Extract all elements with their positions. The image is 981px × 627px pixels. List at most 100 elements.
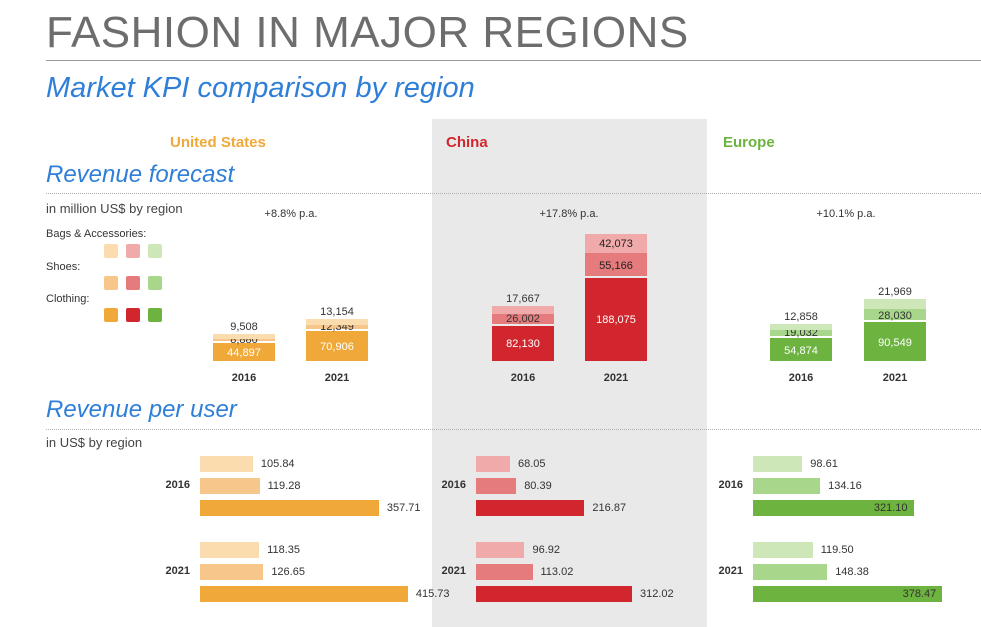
per-user-value-china-2021-clothing: 312.02 bbox=[640, 588, 674, 600]
forecast-value-china-2016-bags: 17,667 bbox=[506, 293, 540, 306]
per-user-value-china-2016-bags: 68.05 bbox=[518, 458, 546, 470]
per-user-value-europe-2016-clothing: 321.10 bbox=[873, 502, 908, 514]
forecast-value-china-2016-clothing: 82,130 bbox=[506, 338, 540, 351]
per-user-bar-us-2021-clothing bbox=[200, 586, 408, 602]
forecast-bar-china-2016-clothing bbox=[492, 325, 554, 361]
forecast-bar-europe-2016-clothing bbox=[770, 338, 832, 361]
per-user-value-china-2021-bags: 96.92 bbox=[532, 544, 560, 556]
section-title-revenue-per-user: Revenue per user bbox=[46, 396, 237, 423]
forecast-value-china-2021-clothing: 188,075 bbox=[596, 314, 636, 327]
per-user-value-china-2016-clothing: 216.87 bbox=[592, 502, 627, 514]
forecast-value-europe-2016-shoes: 19,032 bbox=[784, 326, 818, 339]
forecast-unit-label: in million US$ by region bbox=[46, 201, 183, 216]
forecast-bar-europe-2021-shoes bbox=[864, 309, 926, 321]
legend-swatch-china-shoes bbox=[126, 276, 140, 290]
forecast-bar-us-2021-bags bbox=[306, 319, 368, 326]
legend-label-shoes: Shoes: bbox=[46, 261, 81, 273]
forecast-bar-europe-2021-bags bbox=[864, 299, 926, 310]
growth-label-us: +8.8% p.a. bbox=[264, 208, 318, 220]
forecast-bar-us-2021-clothing bbox=[306, 330, 368, 361]
growth-label-china: +17.8% p.a. bbox=[539, 208, 599, 220]
legend-swatch-europe-bags bbox=[148, 244, 162, 258]
per-user-value-china-2021-shoes: 113.02 bbox=[540, 566, 574, 578]
forecast-bar-china-2021-clothing bbox=[585, 277, 647, 361]
per-user-value-us-2016-clothing: 357.71 bbox=[386, 502, 421, 514]
forecast-value-europe-2016-clothing: 54,874 bbox=[784, 344, 818, 357]
forecast-bar-europe-2016-bags bbox=[770, 323, 832, 330]
per-user-bar-europe-2016-shoes bbox=[753, 478, 821, 494]
section-title-revenue-forecast: Revenue forecast bbox=[46, 161, 235, 188]
forecast-year-us-2021: 2021 bbox=[324, 372, 350, 384]
per-user-year-china-2016: 2016 bbox=[441, 479, 466, 491]
per-user-year-europe-2016: 2016 bbox=[718, 479, 743, 491]
per-user-bar-china-2021-clothing bbox=[476, 586, 632, 602]
forecast-value-us-2016-clothing: 44,897 bbox=[227, 346, 261, 359]
per-user-value-europe-2016-bags: 98.61 bbox=[810, 458, 838, 470]
per-user-bar-us-2016-shoes bbox=[200, 478, 260, 494]
forecast-value-us-2021-clothing: 70,906 bbox=[320, 340, 354, 353]
legend-swatch-us-bags bbox=[104, 244, 118, 258]
forecast-bar-china-2021-shoes bbox=[585, 253, 647, 276]
per-user-bar-us-2021-bags bbox=[200, 542, 260, 558]
legend-label-clothing: Clothing: bbox=[46, 293, 90, 305]
forecast-bar-china-2016-shoes bbox=[492, 314, 554, 324]
per-user-bar-europe-2021-bags bbox=[753, 542, 813, 558]
per-user-value-us-2016-bags: 105.84 bbox=[260, 458, 295, 470]
forecast-value-us-2016-bags: 9,508 bbox=[230, 321, 258, 334]
forecast-year-china-2021: 2021 bbox=[603, 372, 629, 384]
forecast-value-europe-2021-bags: 21,969 bbox=[878, 286, 912, 299]
forecast-value-china-2021-shoes: 55,166 bbox=[599, 259, 633, 272]
forecast-bar-us-2016-clothing bbox=[213, 342, 275, 361]
region-label-europe: Europe bbox=[723, 134, 775, 151]
per-user-bar-china-2016-clothing bbox=[476, 500, 585, 516]
forecast-value-europe-2016-bags: 12,858 bbox=[784, 310, 818, 323]
forecast-bar-us-2016-bags bbox=[213, 334, 275, 339]
forecast-value-us-2021-bags: 13,154 bbox=[320, 306, 354, 319]
per-user-bar-china-2016-shoes bbox=[476, 478, 517, 494]
legend-swatch-europe-clothing bbox=[148, 308, 162, 322]
per-user-bar-china-2021-bags bbox=[476, 542, 525, 558]
per-user-bar-europe-2016-bags bbox=[753, 456, 803, 472]
per-user-value-us-2021-shoes: 126.65 bbox=[271, 566, 305, 578]
forecast-value-europe-2021-shoes: 28,030 bbox=[878, 309, 912, 322]
forecast-bar-china-2021-bags bbox=[585, 234, 647, 254]
forecast-bar-us-2016-shoes bbox=[213, 338, 275, 341]
forecast-bar-europe-2016-shoes bbox=[770, 329, 832, 337]
forecast-value-china-2016-shoes: 26,002 bbox=[506, 313, 540, 325]
per-user-bar-europe-2021-clothing bbox=[753, 586, 943, 602]
forecast-bar-europe-2021-clothing bbox=[864, 322, 926, 361]
page-subtitle: Market KPI comparison by region bbox=[46, 72, 475, 104]
forecast-year-europe-2016: 2016 bbox=[788, 372, 814, 384]
section-divider-per-user bbox=[46, 429, 981, 430]
per-user-bar-us-2016-clothing bbox=[200, 500, 379, 516]
forecast-bar-china-2016-bags bbox=[492, 306, 554, 315]
per-user-bar-europe-2021-shoes bbox=[753, 564, 828, 580]
legend-swatch-us-clothing bbox=[104, 308, 118, 322]
china-column-background bbox=[432, 119, 707, 627]
per-user-value-us-2021-bags: 118.35 bbox=[267, 544, 300, 556]
per-user-value-china-2016-shoes: 80.39 bbox=[524, 480, 552, 492]
per-user-year-china-2021: 2021 bbox=[441, 565, 466, 577]
per-user-bar-china-2016-bags bbox=[476, 456, 511, 472]
per-user-value-europe-2016-shoes: 134.16 bbox=[828, 480, 862, 492]
per-user-value-europe-2021-shoes: 148.38 bbox=[835, 566, 869, 578]
region-label-china: China bbox=[446, 134, 488, 151]
forecast-year-europe-2021: 2021 bbox=[882, 372, 908, 384]
forecast-year-china-2016: 2016 bbox=[510, 372, 536, 384]
per-user-bar-us-2021-shoes bbox=[200, 564, 264, 580]
legend-swatch-china-clothing bbox=[126, 308, 140, 322]
region-label-us: United States bbox=[170, 134, 266, 151]
per-user-year-europe-2021: 2021 bbox=[718, 565, 743, 577]
per-user-year-us-2021: 2021 bbox=[165, 565, 190, 577]
per-user-unit-label: in US$ by region bbox=[46, 435, 143, 450]
forecast-value-europe-2021-clothing: 90,549 bbox=[878, 336, 912, 349]
growth-label-europe: +10.1% p.a. bbox=[816, 208, 876, 220]
forecast-value-china-2021-bags: 42,073 bbox=[599, 237, 633, 250]
per-user-bar-europe-2016-clothing bbox=[753, 500, 914, 516]
legend-swatch-europe-shoes bbox=[148, 276, 162, 290]
legend-swatch-china-bags bbox=[126, 244, 140, 258]
forecast-bar-us-2021-shoes bbox=[306, 325, 368, 329]
per-user-value-us-2016-shoes: 119.28 bbox=[267, 480, 301, 492]
per-user-value-europe-2021-bags: 119.50 bbox=[820, 544, 854, 556]
per-user-year-us-2016: 2016 bbox=[165, 479, 190, 491]
